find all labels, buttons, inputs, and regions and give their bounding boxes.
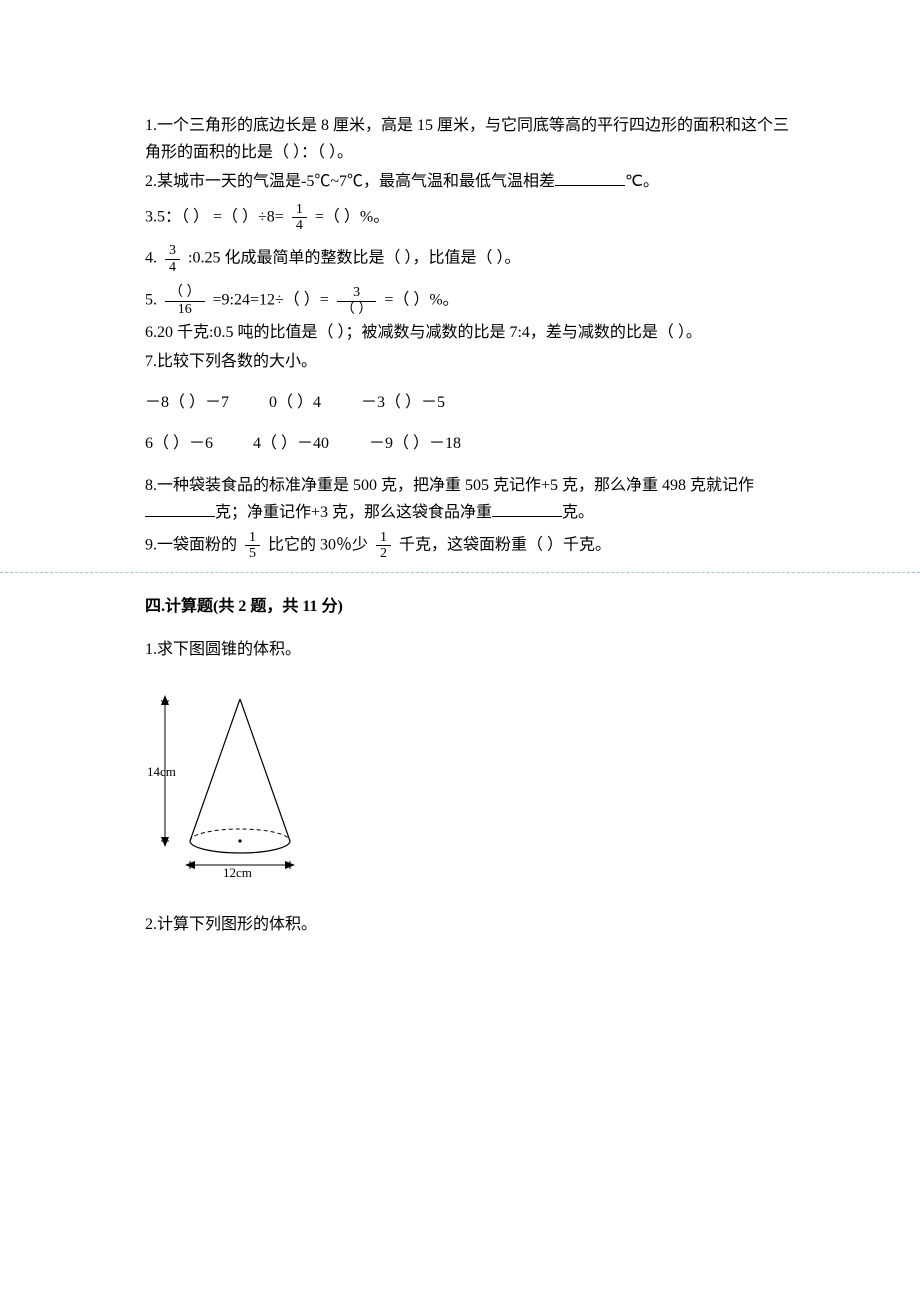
q3-frac-den: 4 (292, 218, 307, 233)
q4-frac: 3 4 (165, 243, 180, 275)
q4-post: :0.25 化成最简单的整数比是（ ），比值是（ ）。 (188, 250, 520, 267)
q9-mid: 比它的 30％少 (268, 537, 372, 554)
q9-frac2-num: 1 (376, 530, 391, 546)
q3-frac-num: 1 (292, 202, 307, 218)
q7-row1: －8（ ）－7 0（ ）4 －3（ ）－5 (145, 389, 790, 416)
question-6: 6.20 千克:0.5 吨的比值是（ ）；被减数与减数的比是 7:4，差与减数的… (145, 319, 790, 346)
question-2: 2.某城市一天的气温是-5℃~7℃，最高气温和最低气温相差 ℃。 (145, 168, 790, 195)
q5-frac2-num: 3 (337, 285, 377, 301)
q2-post: ℃。 (625, 173, 659, 190)
section-divider (0, 572, 920, 573)
q8-pre: 8.一种袋装食品的标准净重是 500 克，把净重 505 克记作+5 克，那么净… (145, 477, 754, 494)
question-7: 7.比较下列各数的大小。 －8（ ）－7 0（ ）4 －3（ ）－5 6（ ）－… (145, 348, 790, 458)
q5-frac1-den: 16 (165, 302, 205, 317)
cone-figure: 14cm 12cm (145, 681, 790, 881)
q5-frac2: 3 （ ） (337, 285, 377, 317)
q5-frac1-num: （ ） (165, 285, 205, 301)
q8-mid: 克；净重记作+3 克，那么这袋食品净重 (215, 504, 492, 521)
q7-r1a: －8（ ）－7 (145, 389, 229, 416)
q5-pre: 5. (145, 292, 161, 309)
q5-mid1: =9:24=12÷（ ）= (213, 292, 333, 309)
cone-height-label: 14cm (147, 764, 176, 779)
q7-r2b: 4（ ）－40 (253, 430, 329, 457)
q9-frac2: 1 2 (376, 530, 391, 562)
q3-post: =（ ）%。 (315, 208, 389, 225)
q1-text: 1.一个三角形的底边长是 8 厘米，高是 15 厘米，与它同底等高的平行四边形的… (145, 117, 789, 161)
question-8: 8.一种袋装食品的标准净重是 500 克，把净重 505 克记作+5 克，那么净… (145, 472, 790, 526)
q6-text: 6.20 千克:0.5 吨的比值是（ ）；被减数与减数的比是 7:4，差与减数的… (145, 324, 702, 341)
q4-pre: 4. (145, 250, 161, 267)
q2-blank (555, 169, 625, 186)
q7-r1b: 0（ ）4 (269, 389, 321, 416)
q4-frac-num: 3 (165, 243, 180, 259)
q5-post: =（ ）%。 (384, 292, 458, 309)
question-3: 3.5：（ ） =（ ）÷8= 1 4 =（ ）%。 (145, 202, 790, 234)
question-9: 9.一袋面粉的 1 5 比它的 30％少 1 2 千克，这袋面粉重（ ）千克。 (145, 530, 790, 562)
q4-frac-den: 4 (165, 260, 180, 275)
question-4: 4. 3 4 :0.25 化成最简单的整数比是（ ），比值是（ ）。 (145, 243, 790, 275)
q9-frac1-den: 5 (245, 546, 260, 561)
q9-frac1-num: 1 (245, 530, 260, 546)
q7-row2: 6（ ）－6 4（ ）－40 －9（ ）－18 (145, 430, 790, 457)
q8-blank1 (145, 500, 215, 517)
cone-diameter-label: 12cm (223, 865, 252, 880)
q7-r1c: －3（ ）－5 (361, 389, 445, 416)
section-4-title: 四.计算题(共 2 题，共 11 分) (145, 593, 790, 620)
q7-title: 7.比较下列各数的大小。 (145, 348, 790, 375)
q2-pre: 2.某城市一天的气温是-5℃~7℃，最高气温和最低气温相差 (145, 173, 555, 190)
q5-frac2-den: （ ） (337, 302, 377, 317)
s4-question-2: 2.计算下列图形的体积。 (145, 911, 790, 938)
q3-pre: 3.5：（ ） =（ ）÷8= (145, 208, 288, 225)
q5-frac1: （ ） 16 (165, 285, 205, 317)
question-1: 1.一个三角形的底边长是 8 厘米，高是 15 厘米，与它同底等高的平行四边形的… (145, 112, 790, 166)
q7-r2a: 6（ ）－6 (145, 430, 213, 457)
question-5: 5. （ ） 16 =9:24=12÷（ ）= 3 （ ） =（ ）%。 (145, 285, 790, 317)
q9-pre: 9.一袋面粉的 (145, 537, 241, 554)
page: 1.一个三角形的底边长是 8 厘米，高是 15 厘米，与它同底等高的平行四边形的… (0, 0, 920, 1000)
s4-question-1: 1.求下图圆锥的体积。 (145, 636, 790, 663)
q3-frac: 1 4 (292, 202, 307, 234)
q9-frac2-den: 2 (376, 546, 391, 561)
q7-r2c: －9（ ）－18 (369, 430, 461, 457)
q8-blank2 (492, 500, 562, 517)
q8-post: 克。 (562, 504, 594, 521)
q9-frac1: 1 5 (245, 530, 260, 562)
cone-svg: 14cm 12cm (145, 681, 315, 881)
q9-post: 千克，这袋面粉重（ ）千克。 (399, 537, 611, 554)
